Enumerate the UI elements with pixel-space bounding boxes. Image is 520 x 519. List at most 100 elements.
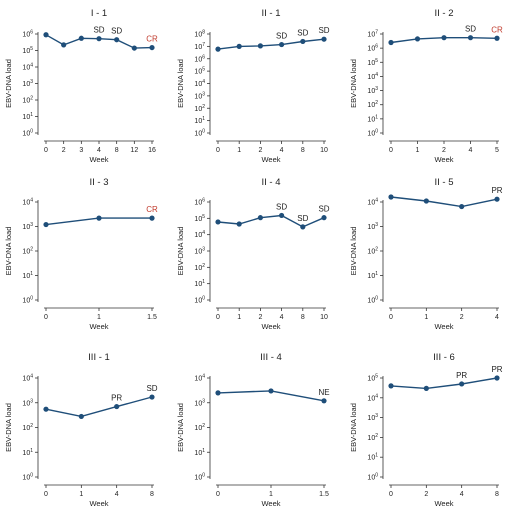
chart-title: II - 5 bbox=[434, 177, 453, 188]
chart-panel: III - 4 100 101 102 103 104 EBV-DNA load 0 1 1.5 W… bbox=[176, 352, 330, 508]
data-point bbox=[300, 224, 306, 230]
data-point bbox=[300, 38, 306, 45]
x-tick-label: 4 bbox=[460, 491, 464, 498]
chart-panel: I - 1 100 101 102 103 104 105 106 EBV-DNA load 0 2… bbox=[4, 8, 158, 164]
response-annotation: PR bbox=[111, 394, 122, 403]
y-tick-label: 103 bbox=[367, 413, 378, 422]
x-tick-label: 0 bbox=[216, 491, 220, 498]
y-tick-label: 105 bbox=[22, 46, 33, 55]
data-point bbox=[494, 35, 500, 41]
data-point bbox=[131, 45, 137, 51]
x-tick-label: 4 bbox=[280, 314, 284, 321]
data-point bbox=[279, 41, 285, 48]
response-annotation: NE bbox=[318, 388, 329, 397]
data-point bbox=[388, 194, 394, 200]
chart-title: I - 1 bbox=[91, 8, 107, 19]
data-point bbox=[215, 219, 221, 225]
data-point bbox=[149, 44, 155, 51]
y-tick-label: 103 bbox=[22, 79, 33, 88]
y-tick-label: 104 bbox=[22, 63, 33, 72]
chart-panel: II - 3 100 101 102 103 104 EBV-DNA load 0 1 1.5 We… bbox=[4, 177, 158, 331]
data-point bbox=[321, 36, 327, 42]
x-tick-label: 5 bbox=[495, 147, 499, 154]
response-annotation: SD bbox=[318, 205, 329, 214]
x-tick-label: 1 bbox=[79, 491, 83, 498]
data-point bbox=[114, 403, 120, 410]
y-tick-label: 101 bbox=[367, 271, 378, 280]
x-tick-label: 0 bbox=[44, 491, 48, 498]
data-point bbox=[96, 36, 102, 42]
data-point bbox=[43, 406, 49, 412]
y-tick-label: 108 bbox=[194, 30, 205, 39]
data-point bbox=[215, 390, 221, 396]
data-point bbox=[268, 388, 274, 394]
y-tick-label: 101 bbox=[22, 448, 33, 457]
response-annotation: CR bbox=[146, 205, 158, 214]
y-tick-label: 102 bbox=[22, 423, 33, 432]
x-tick-label: 2 bbox=[424, 491, 428, 498]
series-line bbox=[217, 214, 325, 228]
response-annotation: PR bbox=[491, 365, 502, 374]
y-tick-label: 102 bbox=[194, 263, 205, 272]
response-annotation: SD bbox=[146, 384, 157, 393]
data-point bbox=[494, 196, 500, 202]
data-point bbox=[388, 383, 394, 389]
x-tick-label: 16 bbox=[148, 147, 156, 154]
y-tick-label: 100 bbox=[367, 129, 378, 138]
x-tick-label: 8 bbox=[495, 491, 499, 498]
response-annotation: SD bbox=[93, 26, 104, 35]
y-tick-label: 103 bbox=[194, 247, 205, 256]
response-annotation: SD bbox=[276, 202, 287, 211]
y-tick-label: 100 bbox=[367, 296, 378, 305]
y-tick-label: 104 bbox=[367, 393, 378, 402]
y-tick-label: 106 bbox=[194, 198, 205, 207]
response-annotation: CR bbox=[491, 25, 503, 34]
x-tick-label: 0 bbox=[389, 314, 393, 321]
data-point bbox=[321, 398, 327, 404]
y-axis-label: EBV-DNA load bbox=[176, 403, 185, 452]
y-tick-label: 105 bbox=[194, 67, 205, 76]
x-tick-label: 2 bbox=[62, 147, 66, 154]
y-tick-label: 102 bbox=[194, 104, 205, 113]
y-tick-label: 100 bbox=[194, 129, 205, 138]
data-point bbox=[236, 43, 242, 49]
y-tick-label: 100 bbox=[22, 296, 33, 305]
data-point bbox=[114, 37, 120, 43]
data-point bbox=[441, 35, 447, 41]
y-tick-label: 104 bbox=[22, 198, 33, 207]
chart-title: II - 2 bbox=[434, 8, 453, 19]
data-point bbox=[257, 215, 263, 221]
data-point bbox=[149, 215, 155, 221]
x-tick-label: 2 bbox=[258, 147, 262, 154]
x-tick-label: 0 bbox=[216, 314, 220, 321]
y-tick-label: 100 bbox=[194, 473, 205, 482]
x-tick-label: 2 bbox=[460, 314, 464, 321]
response-annotation: CR bbox=[146, 35, 158, 44]
response-annotation: SD bbox=[276, 32, 287, 41]
x-tick-label: 0 bbox=[44, 314, 48, 321]
y-tick-label: 101 bbox=[367, 453, 378, 462]
series-line bbox=[45, 396, 153, 418]
data-point bbox=[43, 32, 49, 38]
data-point bbox=[459, 203, 465, 210]
y-tick-label: 103 bbox=[194, 398, 205, 407]
y-tick-label: 101 bbox=[22, 271, 33, 280]
x-tick-label: 0 bbox=[44, 147, 48, 154]
y-tick-label: 103 bbox=[367, 86, 378, 95]
x-tick-label: 1.5 bbox=[319, 491, 329, 498]
x-axis-label: Week bbox=[261, 499, 280, 508]
x-tick-label: 2 bbox=[258, 314, 262, 321]
y-tick-label: 106 bbox=[22, 30, 33, 39]
chart-panel: III - 1 100 101 102 103 104 EBV-DNA load 0 1 4 8 We… bbox=[4, 352, 158, 508]
x-tick-label: 0 bbox=[389, 491, 393, 498]
data-point bbox=[388, 39, 394, 46]
y-tick-label: 107 bbox=[367, 30, 378, 39]
y-tick-label: 102 bbox=[194, 423, 205, 432]
y-axis-label: EBV-DNA load bbox=[349, 59, 358, 108]
x-tick-label: 8 bbox=[301, 314, 305, 321]
x-tick-label: 12 bbox=[130, 147, 138, 154]
y-tick-label: 104 bbox=[194, 374, 205, 383]
x-tick-label: 8 bbox=[301, 147, 305, 154]
